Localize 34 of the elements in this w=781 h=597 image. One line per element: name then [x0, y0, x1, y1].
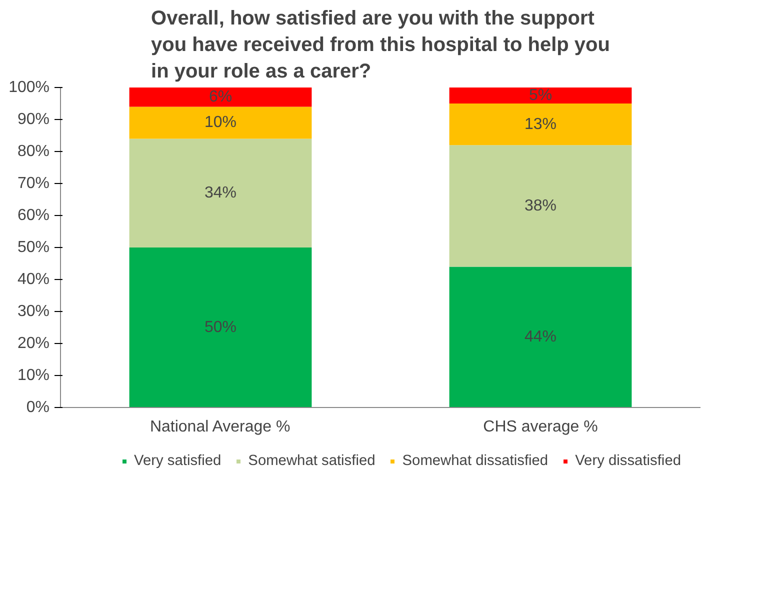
data-label: 13% [524, 116, 557, 133]
y-tick-label: 40% [17, 271, 50, 288]
bar [449, 266, 632, 408]
y-tick-label: 30% [17, 303, 50, 320]
legend-label: Very dissatisfied [575, 452, 681, 468]
bar [129, 106, 312, 139]
data-label: 34% [204, 184, 237, 202]
bar [449, 88, 632, 104]
y-tick-label: 100% [8, 79, 50, 96]
y-tick-label: 50% [17, 239, 50, 256]
bar [449, 104, 632, 146]
y-tick-label: 20% [17, 335, 50, 352]
legend-label: Somewhat satisfied [248, 452, 376, 468]
y-tick-label: 60% [17, 207, 50, 224]
data-label: 38% [524, 197, 557, 214]
legend-label: Very satisfied [134, 452, 222, 468]
y-tick-label: 80% [17, 143, 50, 160]
data-label: 6% [208, 88, 232, 106]
data-label: 44% [524, 328, 557, 346]
bar [129, 248, 312, 408]
x-tick-label: CHS average % [483, 418, 598, 436]
bar [129, 88, 312, 107]
x-tick-label: National Average % [150, 418, 290, 436]
bar [129, 138, 312, 248]
legend-label: Somewhat dissatisfied [402, 452, 548, 468]
data-label: 50% [204, 319, 237, 336]
y-tick-label: 70% [17, 175, 50, 192]
chart-title: Overall, how satisfied are you with the support you have received from this hospital to help you in your role as a carer? [151, 8, 610, 82]
data-label: 10% [204, 114, 237, 132]
y-tick-label: 90% [17, 111, 50, 128]
y-tick-label: 10% [17, 367, 50, 384]
y-tick-label: 0% [26, 399, 50, 416]
data-label: 5% [528, 87, 552, 104]
bar [449, 145, 632, 267]
